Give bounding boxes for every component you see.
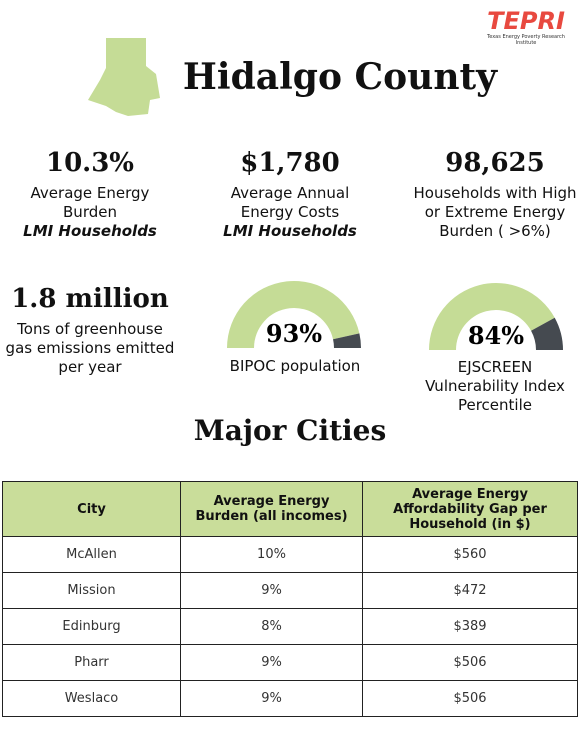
stat: 1.8 million Tons of greenhouse gas emiss… bbox=[5, 284, 175, 377]
table-cell: $472 bbox=[362, 572, 578, 609]
gauge-rest bbox=[333, 333, 361, 348]
table-row: Weslaco 9% $506 bbox=[2, 680, 578, 717]
stat-description: Average Annual Energy Costs bbox=[230, 184, 350, 221]
caption-text: EJSCREEN Vulnerability Index Percentile bbox=[425, 358, 565, 414]
table-cell: $506 bbox=[362, 680, 578, 717]
table-cell: Edinburg bbox=[2, 608, 181, 645]
title: Hidalgo County bbox=[182, 56, 498, 98]
gauge-caption: BIPOC population bbox=[200, 357, 390, 376]
table-cell: 9% bbox=[180, 680, 363, 717]
stat-emphasis: LMI Households bbox=[23, 222, 157, 240]
header-cell: Average Energy Affordability Gap per Hou… bbox=[362, 481, 578, 537]
county-shape bbox=[88, 38, 160, 116]
gauge-rest bbox=[531, 317, 563, 350]
stat-description: Average Energy Burden bbox=[30, 184, 150, 221]
table-row: Mission 9% $472 bbox=[2, 572, 578, 609]
table-cell: $506 bbox=[362, 644, 578, 681]
stat-value: 1.8 million bbox=[11, 284, 169, 314]
table-cell: Mission bbox=[2, 572, 181, 609]
stat-value: 98,625 bbox=[445, 148, 545, 178]
table-body: McAllen 10% $560 Mission 9% $472 Edinburg 8% $38… bbox=[2, 536, 578, 717]
table-cell: 10% bbox=[180, 536, 363, 573]
stat-value: $1,780 bbox=[240, 148, 340, 178]
logo-tagline: Texas Energy Poverty Research Institute bbox=[487, 34, 565, 46]
table-row: Edinburg 8% $389 bbox=[2, 608, 578, 645]
table-cell: 8% bbox=[180, 608, 363, 645]
table-row: McAllen 10% $560 bbox=[2, 536, 578, 573]
table-cell: 9% bbox=[180, 644, 363, 681]
gauges: 93% 84% bbox=[227, 281, 563, 350]
gauge-caption: EJSCREEN Vulnerability Index Percentile bbox=[420, 358, 570, 415]
header-cell: Average Energy Burden (all incomes) bbox=[180, 481, 363, 537]
table-header: City Average Energy Burden (all incomes) A… bbox=[2, 481, 578, 537]
caption-text: BIPOC population bbox=[229, 357, 361, 375]
logo-name: TEPRI bbox=[487, 7, 565, 35]
gauge-fill bbox=[227, 281, 360, 348]
gauge-label: 84% bbox=[468, 321, 524, 350]
table-cell: Pharr bbox=[2, 644, 181, 681]
table-row: Pharr 9% $506 bbox=[2, 644, 578, 681]
table-cell: McAllen bbox=[2, 536, 181, 573]
logo: TEPRI Texas Energy Poverty Research Inst… bbox=[478, 8, 574, 46]
stat-value: 10.3% bbox=[45, 148, 135, 178]
stat-description: Tons of greenhouse gas emissions emitted… bbox=[5, 320, 175, 376]
gauge-label: 93% bbox=[266, 319, 322, 348]
table-cell: 9% bbox=[180, 572, 363, 609]
table-cell: Weslaco bbox=[2, 680, 181, 717]
table-cell: $560 bbox=[362, 536, 578, 573]
stat: 10.3% Average Energy Burden LMI Househol… bbox=[10, 148, 170, 240]
stat-description: Households with High or Extreme Energy B… bbox=[413, 184, 577, 240]
stat: $1,780 Average Annual Energy Costs LMI H… bbox=[210, 148, 370, 240]
section-title: Major Cities bbox=[193, 414, 387, 447]
gauge-fill bbox=[429, 283, 555, 350]
cities-table: City Average Energy Burden (all incomes) A… bbox=[2, 481, 578, 717]
stat: 98,625 Households with High or Extreme E… bbox=[410, 148, 580, 241]
stat-emphasis: LMI Households bbox=[223, 222, 357, 240]
table-cell: $389 bbox=[362, 608, 578, 645]
header-cell: City bbox=[2, 481, 181, 537]
